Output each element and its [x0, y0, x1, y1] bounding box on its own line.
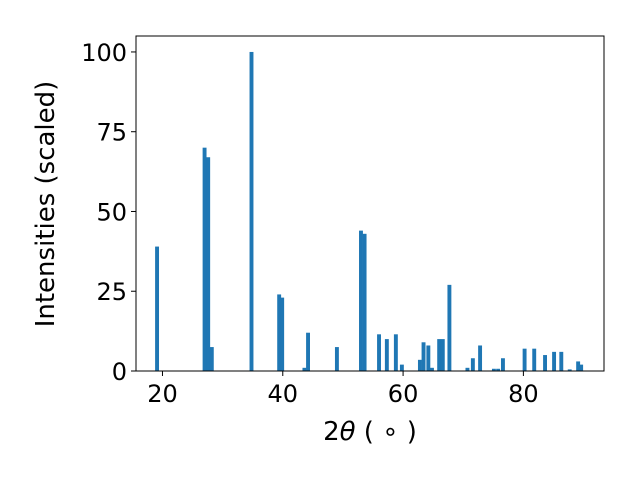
x-tick-label: 20 [147, 380, 178, 408]
x-tick-label: 40 [268, 380, 299, 408]
bar [532, 348, 537, 371]
bar [280, 297, 285, 371]
bar [306, 332, 310, 371]
bar [567, 369, 572, 371]
y-axis-label: Intensities (scaled) [31, 81, 61, 328]
bar [206, 157, 211, 371]
y-axis-ticks: 0 25 50 75 100 [81, 39, 136, 386]
bar [277, 294, 282, 371]
bar [470, 358, 475, 371]
y-tick-label: 25 [96, 278, 127, 306]
x-axis-label: 2θ ( ∘ ) [323, 417, 417, 447]
bar [500, 358, 505, 371]
bar [579, 364, 584, 371]
bar [576, 361, 581, 371]
x-axis-label-base: 2 [323, 417, 340, 447]
bar [393, 334, 398, 371]
bar [440, 339, 445, 371]
bar [552, 351, 557, 371]
bar [202, 147, 207, 371]
x-tick-label: 80 [508, 380, 539, 408]
x-axis-label-theta: θ [340, 417, 356, 447]
bar [417, 359, 422, 371]
bar [496, 368, 501, 371]
bar [377, 334, 381, 371]
bar [334, 347, 339, 371]
bar [249, 51, 254, 371]
bar [399, 364, 404, 371]
bar [437, 339, 442, 371]
bar [465, 367, 470, 371]
x-axis-label-unit: ( ∘ ) [356, 417, 417, 447]
bar [155, 246, 160, 371]
y-tick-label: 100 [81, 39, 127, 67]
bar [421, 342, 426, 371]
bar [209, 347, 214, 371]
bar [359, 230, 363, 371]
y-tick-label: 50 [96, 198, 127, 226]
bar [426, 345, 431, 371]
bar [543, 355, 547, 371]
bar [384, 339, 389, 371]
bar [302, 367, 307, 371]
bar [522, 348, 527, 371]
x-tick-label: 60 [388, 380, 419, 408]
y-tick-label: 0 [112, 358, 127, 386]
x-axis-ticks: 20 40 60 80 [147, 371, 539, 408]
plot-frame [135, 35, 605, 372]
y-tick-label: 75 [96, 119, 127, 147]
bar [559, 351, 564, 371]
bars-group [155, 51, 584, 371]
bar [478, 345, 483, 371]
bar [491, 368, 496, 371]
bar [447, 284, 452, 371]
bar [362, 233, 367, 371]
bar [430, 367, 434, 371]
